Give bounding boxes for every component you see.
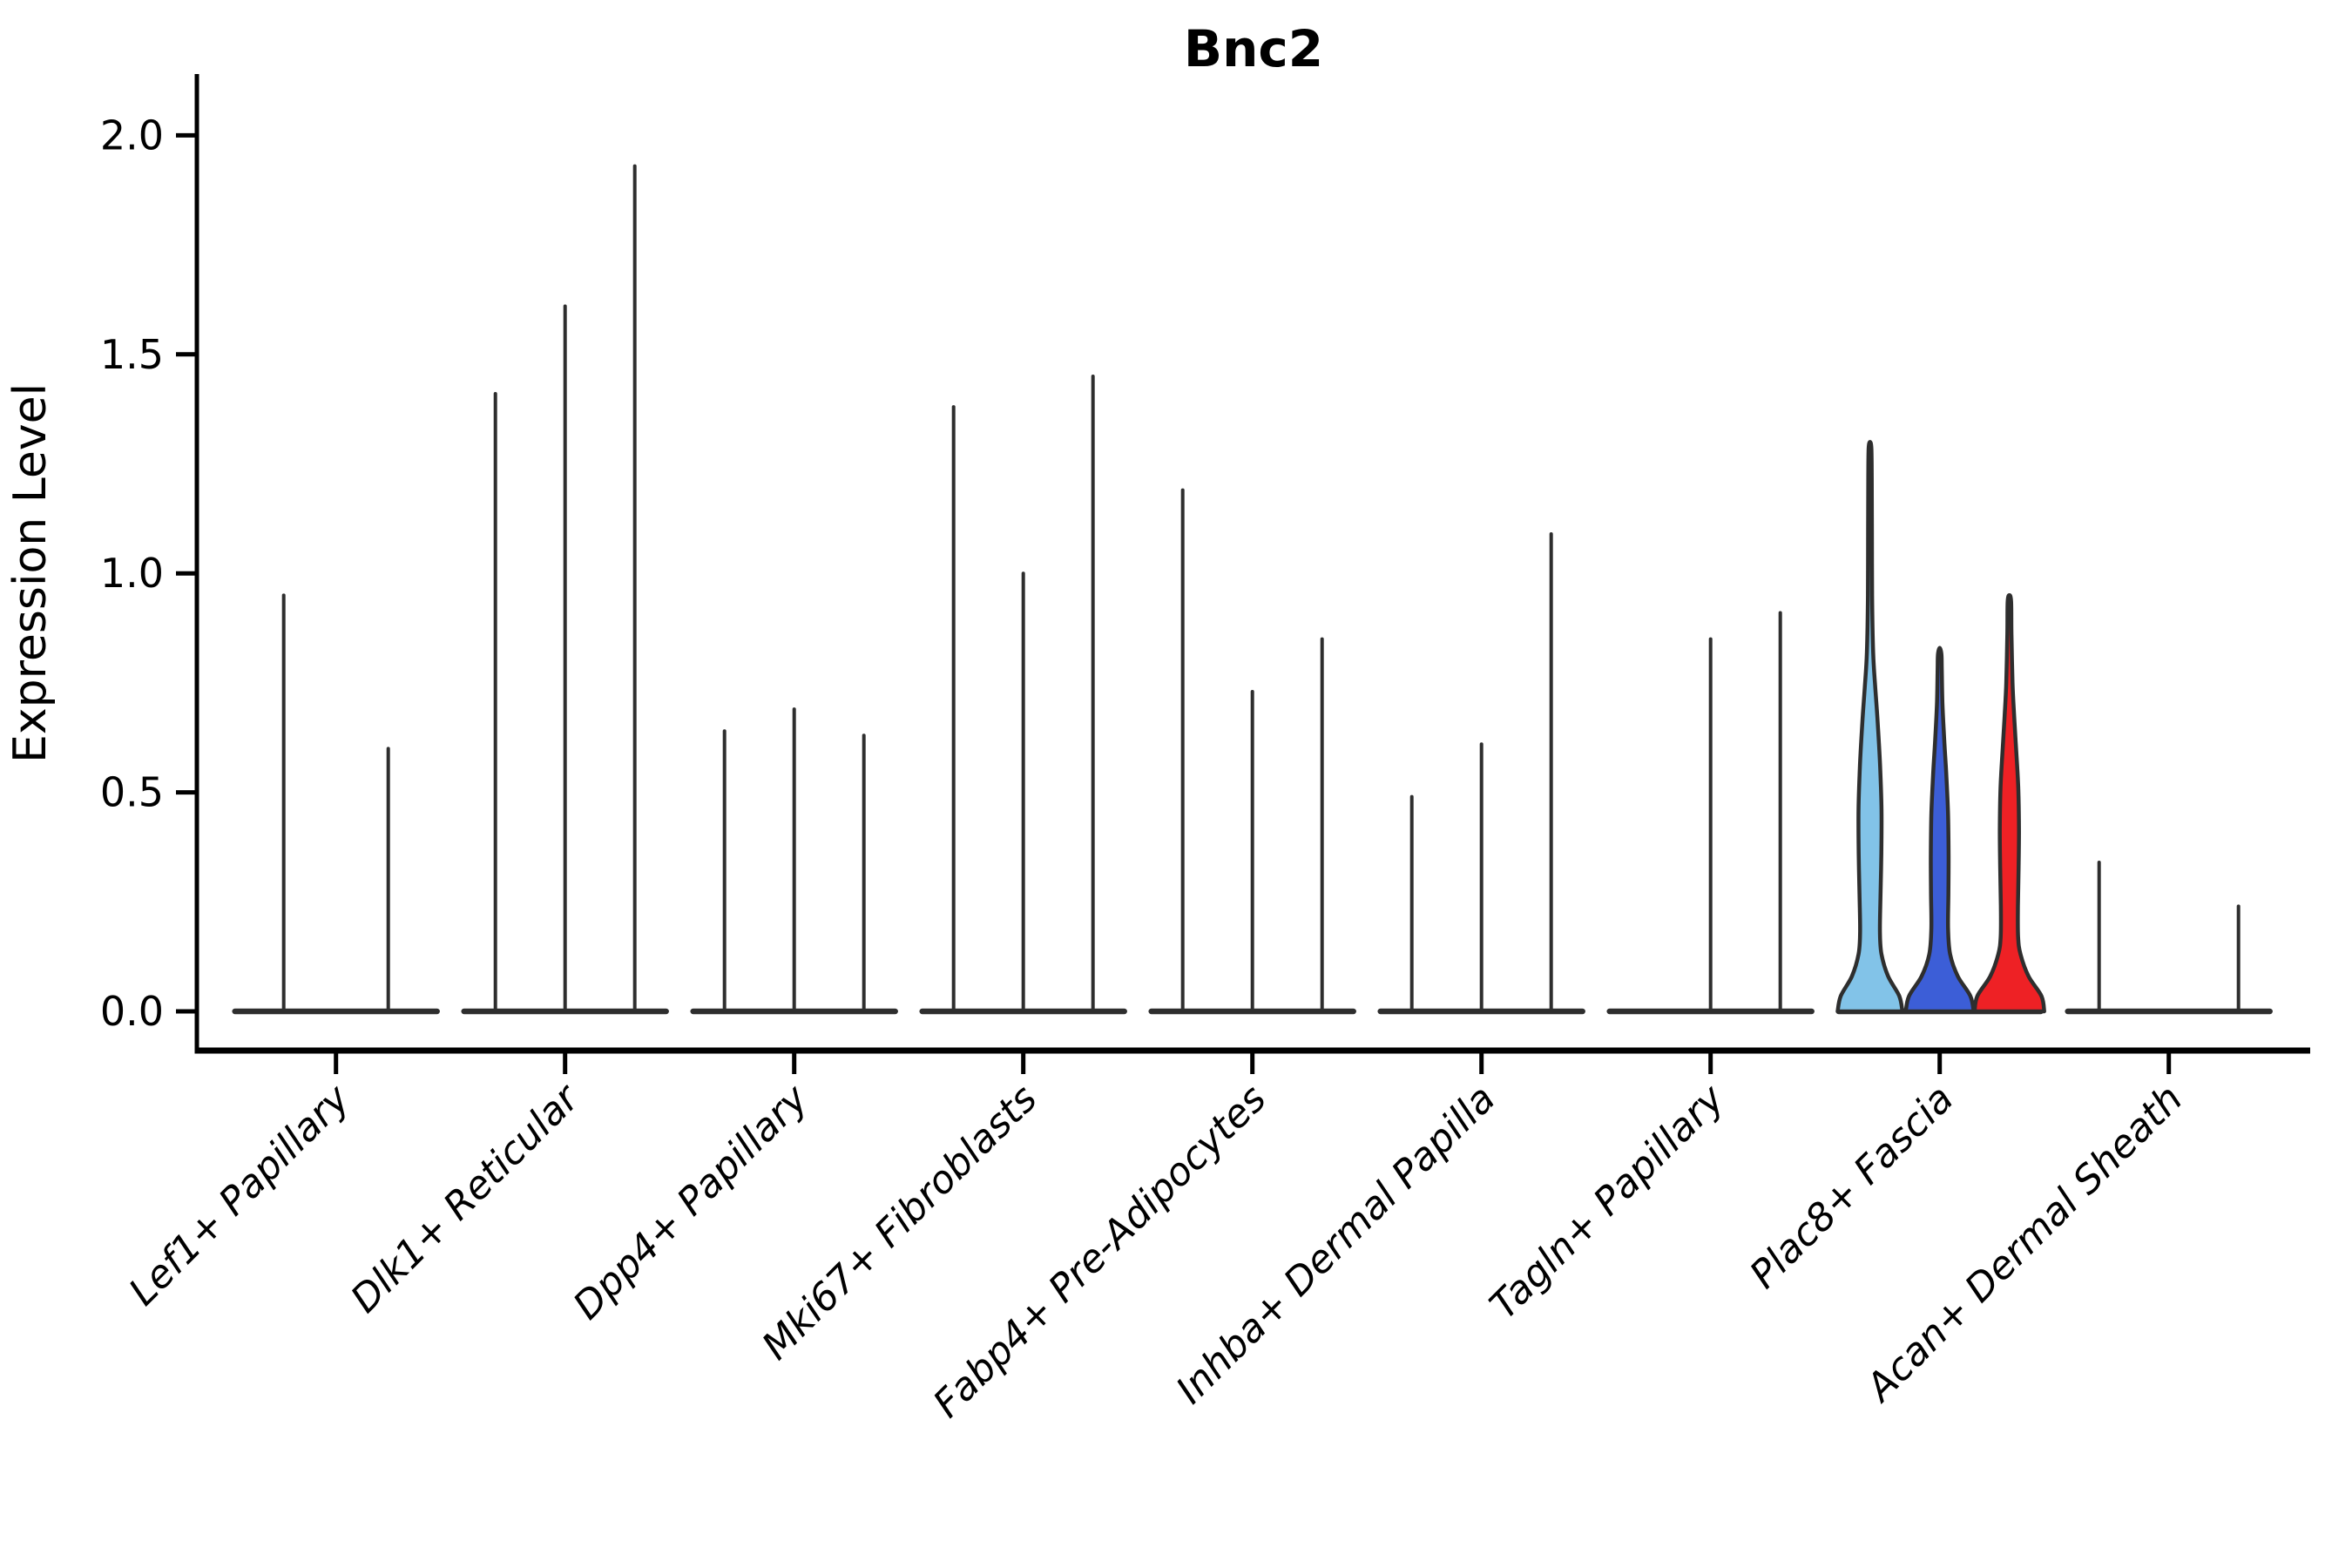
y-axis-tick-label: 2.0 [100,112,164,159]
violin-body [1972,593,2046,1014]
chart-title: Bnc2 [1184,19,1323,78]
y-axis-label: Expression Level [4,383,57,763]
violin-body [1835,440,1905,1014]
y-axis-tick-label: 0.5 [100,769,164,816]
y-axis-tick-label: 1.5 [100,331,164,378]
x-axis-tick-label: Plac8+ Fascia [1741,1077,1962,1297]
x-axis-tick-label: Tagln+ Papillary [1482,1076,1734,1328]
y-axis-tick-label: 0.0 [100,988,164,1035]
x-axis-tick-label: Dlk1+ Reticular [342,1075,589,1321]
x-axis-tick-label: Lef1+ Papillary [120,1076,359,1315]
y-axis-tick-label: 1.0 [100,550,164,597]
violin-body [1903,645,1976,1014]
x-axis-tick-label: Dpp4+ Papillary [564,1076,817,1328]
